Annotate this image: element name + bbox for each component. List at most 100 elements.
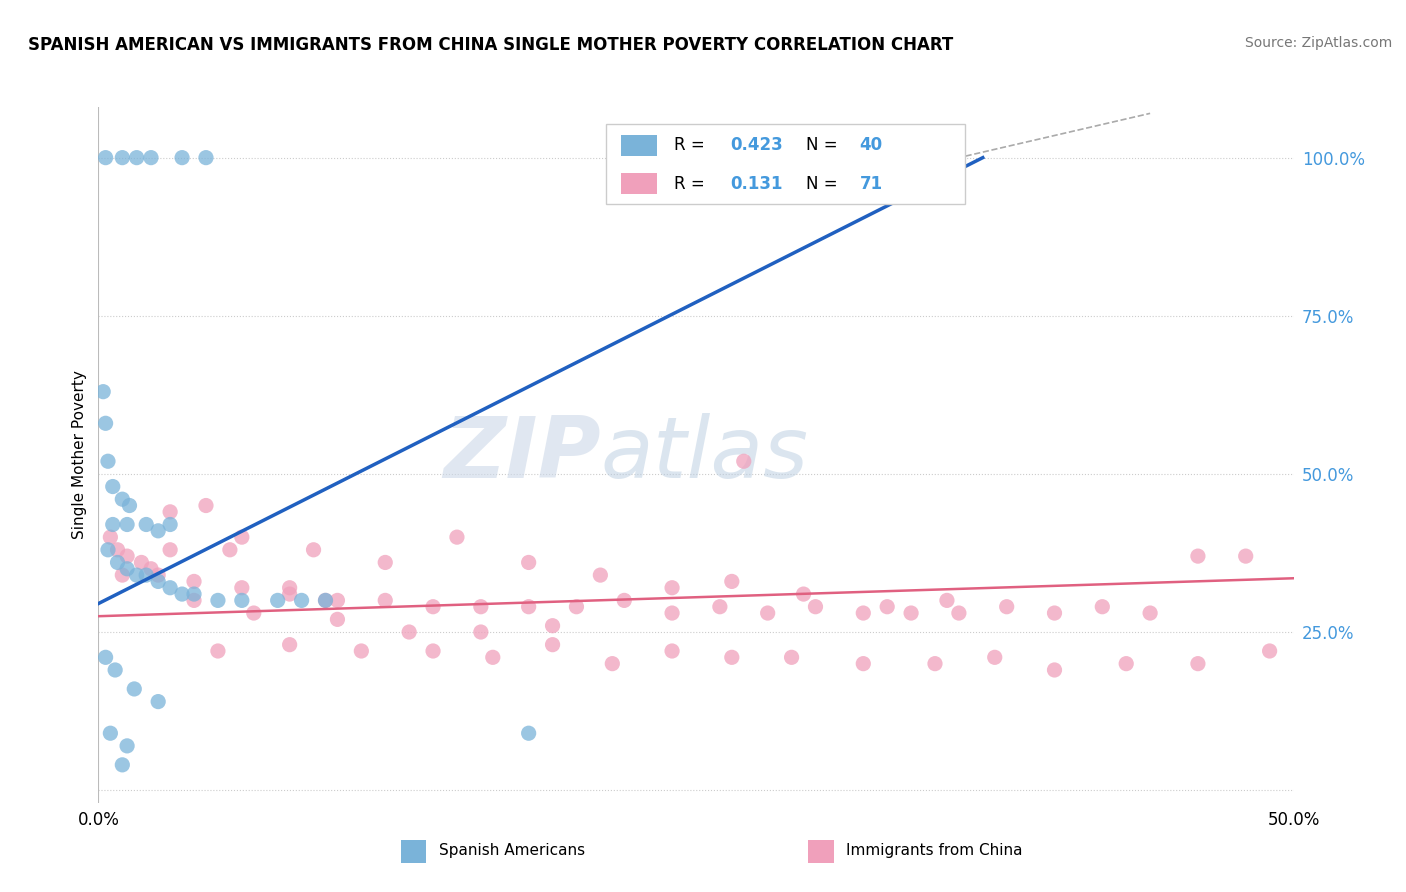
Point	[278, 587, 301, 601]
Point	[207, 644, 229, 658]
Text: ZIP: ZIP	[443, 413, 600, 497]
Point	[159, 581, 181, 595]
Point	[398, 625, 420, 640]
Point	[661, 644, 683, 658]
Point	[231, 593, 253, 607]
Bar	[620, 135, 657, 156]
Point	[1091, 599, 1114, 614]
Point	[125, 568, 148, 582]
Point	[101, 479, 124, 493]
Point	[446, 530, 468, 544]
Point	[97, 542, 120, 557]
Point	[111, 492, 134, 507]
Text: N =: N =	[806, 136, 842, 154]
Point	[935, 593, 957, 607]
Point	[780, 650, 803, 665]
Point	[756, 606, 779, 620]
Point	[139, 151, 162, 165]
Text: Immigrants from China: Immigrants from China	[846, 844, 1024, 858]
Text: Spanish Americans: Spanish Americans	[439, 844, 585, 858]
Point	[159, 505, 181, 519]
Text: R =: R =	[675, 136, 710, 154]
Point	[983, 650, 1005, 665]
Point	[1234, 549, 1257, 563]
Point	[290, 593, 312, 607]
Point	[101, 517, 124, 532]
Point	[661, 606, 683, 620]
Point	[876, 599, 898, 614]
Point	[793, 587, 815, 601]
FancyBboxPatch shape	[606, 124, 965, 204]
Point	[148, 568, 170, 582]
Point	[422, 644, 444, 658]
Point	[98, 726, 122, 740]
Point	[115, 549, 138, 563]
Point	[159, 542, 181, 557]
Point	[139, 562, 162, 576]
Point	[231, 581, 253, 595]
Point	[118, 499, 141, 513]
Point	[565, 599, 588, 614]
Point	[924, 657, 946, 671]
Point	[1258, 644, 1281, 658]
Point	[541, 638, 564, 652]
Point	[661, 581, 683, 595]
Point	[804, 599, 827, 614]
Point	[517, 599, 540, 614]
Point	[131, 556, 153, 570]
Text: Source: ZipAtlas.com: Source: ZipAtlas.com	[1244, 36, 1392, 50]
Point	[183, 593, 205, 607]
Point	[900, 606, 922, 620]
Point	[613, 593, 636, 607]
Point	[721, 574, 744, 589]
Point	[194, 151, 217, 165]
Point	[350, 644, 373, 658]
Point	[422, 599, 444, 614]
Text: R =: R =	[675, 175, 716, 193]
Point	[278, 581, 301, 595]
Point	[98, 530, 122, 544]
Point	[94, 650, 117, 665]
Point	[219, 542, 242, 557]
Point	[267, 593, 290, 607]
Point	[589, 568, 612, 582]
Point	[278, 638, 301, 652]
Point	[104, 663, 127, 677]
Point	[94, 417, 117, 431]
Point	[94, 151, 117, 165]
Point	[125, 151, 148, 165]
Point	[852, 606, 875, 620]
Point	[115, 739, 138, 753]
Point	[1043, 663, 1066, 677]
Bar	[620, 173, 657, 194]
Point	[1187, 549, 1209, 563]
Text: 71: 71	[859, 175, 883, 193]
Point	[111, 757, 134, 772]
Point	[148, 574, 170, 589]
Point	[804, 151, 827, 165]
Point	[115, 562, 138, 576]
Point	[326, 612, 349, 626]
Point	[470, 599, 492, 614]
Point	[470, 625, 492, 640]
Text: atlas: atlas	[600, 413, 808, 497]
Point	[1115, 657, 1137, 671]
Point	[159, 517, 181, 532]
Point	[183, 574, 205, 589]
Point	[107, 542, 129, 557]
Point	[172, 151, 194, 165]
Point	[135, 568, 157, 582]
Text: 40: 40	[859, 136, 883, 154]
Point	[111, 151, 134, 165]
Text: SPANISH AMERICAN VS IMMIGRANTS FROM CHINA SINGLE MOTHER POVERTY CORRELATION CHAR: SPANISH AMERICAN VS IMMIGRANTS FROM CHIN…	[28, 36, 953, 54]
Point	[107, 556, 129, 570]
Point	[315, 593, 337, 607]
Point	[115, 517, 138, 532]
Point	[124, 681, 146, 696]
Point	[481, 650, 505, 665]
Text: 0.131: 0.131	[731, 175, 783, 193]
Point	[194, 499, 217, 513]
Point	[148, 695, 170, 709]
Point	[1139, 606, 1161, 620]
Point	[91, 384, 114, 399]
